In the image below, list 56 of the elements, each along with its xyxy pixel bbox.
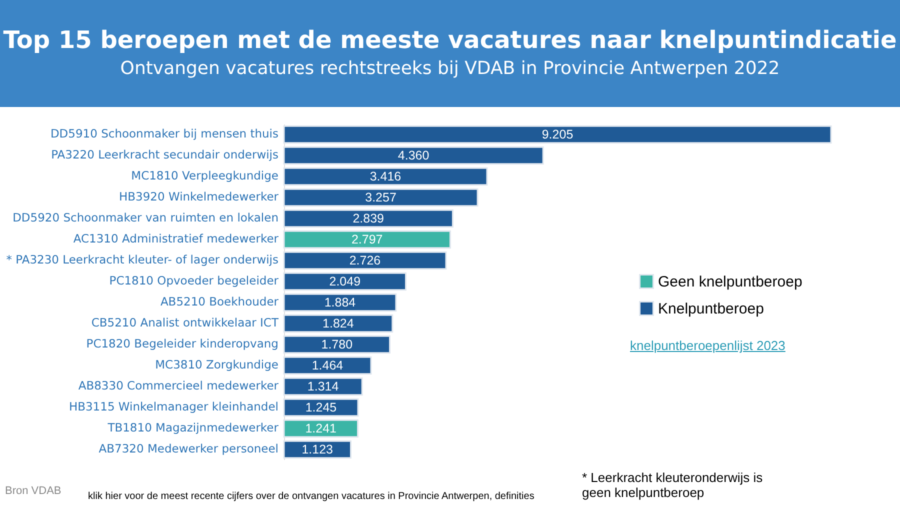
chart-title: Top 15 beroepen met de meeste vacatures naar knelpuntindicatie — [2, 26, 898, 54]
bar — [283, 335, 391, 354]
annotation: knelpuntberoepenlijst 2023 — [630, 338, 786, 353]
data-label: 2.839 — [352, 212, 384, 226]
legend-label: Geen knelpuntberoep — [658, 274, 802, 290]
y-tick-label: PA3220 Leerkracht secundair onderwijs — [51, 148, 279, 162]
y-tick-label: PC1820 Begeleider kinderopvang — [86, 336, 278, 350]
data-label: 1.824 — [322, 316, 354, 330]
bar — [283, 398, 359, 417]
text: klik hier voor de meest recente cijfers over de ontvangen vacatures in Provincie Antwerpen, definities — [88, 491, 534, 502]
data-label: 3.257 — [365, 190, 396, 204]
data-label: 9.205 — [542, 128, 574, 142]
chart-subtitle: Ontvangen vacatures rechtstreeks bij VDAB in Provincie Antwerpen 2022 — [119, 58, 781, 79]
data-label: 1.241 — [305, 422, 337, 436]
data-label: 1.884 — [324, 296, 356, 310]
y-tick-label: * PA3230 Leerkracht kleuter- of lager onderwijs — [6, 252, 278, 266]
bar — [283, 356, 372, 375]
y-tick-label: DD5920 Schoonmaker van ruimten en lokalen — [12, 210, 278, 224]
data-label: 1.245 — [305, 400, 337, 414]
data-label: 3.416 — [370, 170, 402, 184]
bar — [283, 293, 397, 312]
text: Bron VDAB — [5, 485, 62, 497]
text: * Leerkracht kleuteronderwijs is geen knelpuntberoep — [582, 470, 764, 500]
bar — [283, 146, 544, 165]
bar — [283, 272, 407, 291]
y-tick-label: AB7320 Medewerker personeel — [98, 442, 278, 456]
data-label: 2.049 — [329, 274, 361, 288]
y-tick-label: PC1810 Opvoeder begeleider — [109, 274, 279, 288]
data-label: 1.123 — [302, 442, 334, 456]
y-tick-label: TB1810 Magazijnmedewerker — [106, 420, 279, 434]
data-label: 2.797 — [351, 232, 383, 246]
bar — [283, 125, 832, 144]
y-tick-label: AB5210 Boekhouder — [160, 294, 279, 308]
bar — [283, 314, 394, 333]
data-label: 1.314 — [307, 380, 339, 394]
bar — [283, 188, 478, 207]
y-tick-label: HB3920 Winkelmedewerker — [119, 190, 279, 204]
bar — [283, 377, 363, 396]
data-label: 1.780 — [321, 338, 353, 352]
legend-label: Knelpuntberoep — [658, 300, 764, 318]
y-tick-label: AC1310 Administratief medewerker — [73, 232, 279, 246]
y-tick-label: MC3810 Zorgkundige — [155, 358, 278, 372]
data-label: 2.726 — [349, 254, 381, 268]
y-tick-label: AB8330 Commercieel medewerker — [78, 378, 279, 392]
bar — [283, 440, 352, 459]
bar — [283, 209, 454, 228]
y-tick-label: HB3115 Winkelmanager kleinhandel — [68, 400, 278, 414]
bar — [283, 230, 451, 249]
y-tick-label: MC1810 Verpleegkundige — [131, 168, 278, 182]
y-tick-label: CB5210 Analist ontwikkelaar ICT — [91, 316, 280, 330]
bar — [283, 251, 447, 270]
data-label: 4.360 — [398, 148, 430, 162]
bar — [283, 419, 358, 438]
bar — [283, 167, 488, 186]
data-label: 1.464 — [312, 358, 344, 372]
y-tick-label: DD5910 Schoonmaker bij mensen thuis — [50, 126, 279, 140]
